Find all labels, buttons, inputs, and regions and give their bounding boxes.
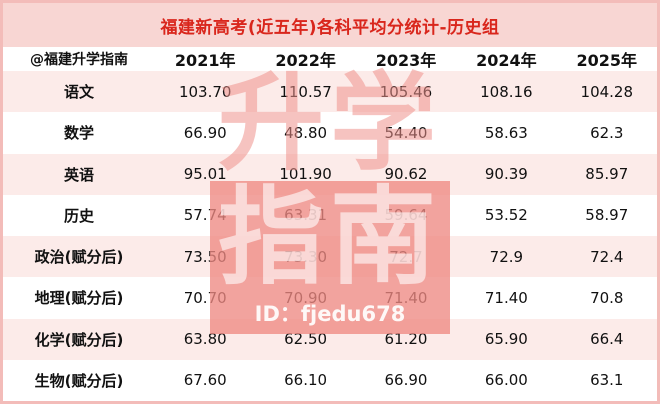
row-label: 历史 xyxy=(63,206,94,225)
cell: 65.90 xyxy=(484,330,528,349)
cell: 48.80 xyxy=(284,123,328,142)
table-row-english: 英语 95.01 101.90 90.62 90.39 85.97 xyxy=(3,153,657,195)
row-label: 政治(赋分后) xyxy=(34,248,124,267)
page-title: 福建新高考(近五年)各科平均分统计-历史组 xyxy=(3,3,657,47)
cell: 66.4 xyxy=(590,330,624,349)
cell: 57.74 xyxy=(183,206,227,225)
cell: 108.16 xyxy=(480,82,533,101)
cell: 63.80 xyxy=(183,330,227,349)
row-label: 英语 xyxy=(63,165,94,184)
cell: 67.60 xyxy=(183,371,227,390)
cell: 62.3 xyxy=(590,123,624,142)
cell: 66.10 xyxy=(284,371,328,390)
cell: 63.31 xyxy=(284,206,328,225)
cell: 72.4 xyxy=(590,247,624,266)
cell: 90.62 xyxy=(384,165,428,184)
cell: 90.39 xyxy=(484,165,528,184)
cell: 110.57 xyxy=(279,82,332,101)
cell: 105.46 xyxy=(379,82,433,101)
cell: 66.90 xyxy=(384,371,428,390)
row-label: 语文 xyxy=(63,83,94,102)
cell: 71.40 xyxy=(384,288,428,307)
table-row-politics: 政治(赋分后) 73.50 73.30 72.7 72.9 72.4 xyxy=(3,236,657,278)
row-label: 化学(赋分后) xyxy=(34,330,124,349)
cell: 72.7 xyxy=(389,247,423,266)
table-row-history: 历史 57.74 63.31 59.64 53.52 58.97 xyxy=(3,195,657,236)
cell: 104.28 xyxy=(580,82,634,101)
cell: 71.40 xyxy=(484,288,528,307)
corner-label: @福建升学指南 xyxy=(30,52,128,68)
cell: 101.90 xyxy=(279,165,332,184)
cell: 73.50 xyxy=(183,247,227,266)
cell: 103.70 xyxy=(178,82,232,101)
cell: 59.64 xyxy=(384,206,428,225)
table-row-geography: 地理(赋分后) 70.70 70.90 71.40 71.40 70.8 xyxy=(3,277,657,318)
cell: 53.52 xyxy=(484,206,528,225)
cell: 66.00 xyxy=(484,371,528,390)
row-label: 地理(赋分后) xyxy=(34,289,124,308)
cell: 72.9 xyxy=(489,247,524,266)
year-header-2025: 2025年 xyxy=(576,51,638,70)
year-header-2023: 2023年 xyxy=(375,51,437,70)
cell: 58.63 xyxy=(484,123,528,142)
cell: 62.50 xyxy=(284,330,328,349)
score-table: @福建升学指南 2021年 2022年 2023年 2024年 2025年 语文… xyxy=(3,47,657,401)
cell: 85.97 xyxy=(585,165,629,184)
header-row: @福建升学指南 2021年 2022年 2023年 2024年 2025年 xyxy=(3,47,657,71)
table-row-chinese: 语文 103.70 110.57 105.46 108.16 104.28 xyxy=(3,71,657,113)
cell: 70.90 xyxy=(284,288,328,307)
cell: 70.8 xyxy=(590,288,624,307)
table-row-chemistry: 化学(赋分后) 63.80 62.50 61.20 65.90 66.4 xyxy=(3,318,657,360)
cell: 73.30 xyxy=(284,247,328,266)
year-header-2021: 2021年 xyxy=(174,51,236,70)
cell: 95.01 xyxy=(183,165,227,184)
year-header-2022: 2022年 xyxy=(275,51,336,70)
cell: 66.90 xyxy=(183,123,227,142)
row-label: 数学 xyxy=(63,124,94,143)
cell: 58.97 xyxy=(585,206,629,225)
cell: 54.40 xyxy=(384,123,428,142)
year-header-2024: 2024年 xyxy=(476,51,537,70)
cell: 70.70 xyxy=(183,288,227,307)
row-label: 生物(赋分后) xyxy=(34,371,124,390)
table-row-biology: 生物(赋分后) 67.60 66.10 66.90 66.00 63.1 xyxy=(3,360,657,401)
cell: 61.20 xyxy=(384,330,428,349)
cell: 63.1 xyxy=(590,371,624,390)
table-row-math: 数学 66.90 48.80 54.40 58.63 62.3 xyxy=(3,112,657,153)
